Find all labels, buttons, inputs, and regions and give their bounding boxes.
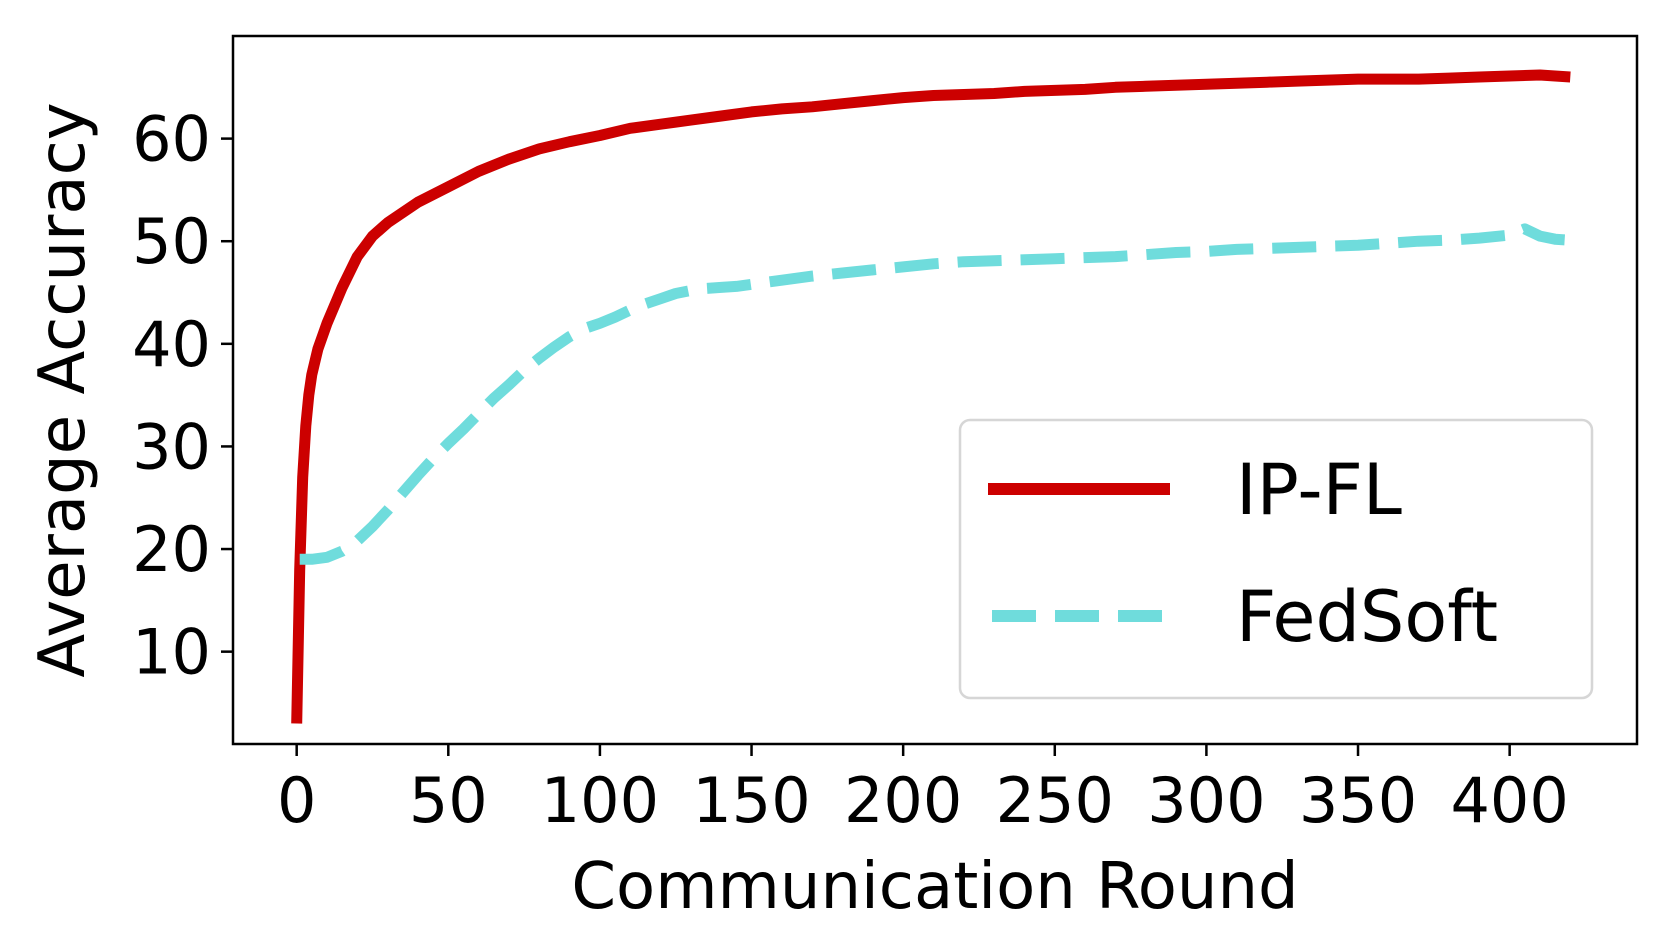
x-tick-label: 0 [277,764,316,837]
y-tick-label: 10 [132,616,211,689]
y-ticks: 10 20 30 40 50 60 [132,103,233,689]
y-tick-label: 30 [132,410,211,483]
y-tick-label: 40 [132,308,211,381]
x-tick-label: 300 [1147,764,1265,837]
x-ticks: 0 50 100 150 200 250 300 350 400 [277,744,1569,837]
series-layer [291,69,1571,724]
x-tick-label: 250 [996,764,1114,837]
y-tick-label: 20 [132,513,211,586]
legend: IP-FL FedSoft [958,418,1594,700]
legend-label-fedsoft: FedSoft [1236,576,1498,658]
x-tick-label: 50 [409,764,488,837]
x-tick-label: 400 [1450,764,1568,837]
y-tick-label: 60 [132,103,211,176]
plot-frame [231,34,1639,746]
series-line-ip-fl [291,69,1571,724]
x-axis-label: Communication Round [571,850,1298,924]
y-axis-label: Average Accuracy [26,102,100,677]
x-tick-label: 350 [1299,764,1417,837]
x-tick-label: 100 [541,764,659,837]
x-tick-label: 200 [844,764,962,837]
series-line-fedsoft [299,223,1571,565]
legend-label-ip-fl: IP-FL [1236,449,1402,531]
y-tick-label: 50 [132,205,211,278]
x-tick-label: 150 [692,764,810,837]
